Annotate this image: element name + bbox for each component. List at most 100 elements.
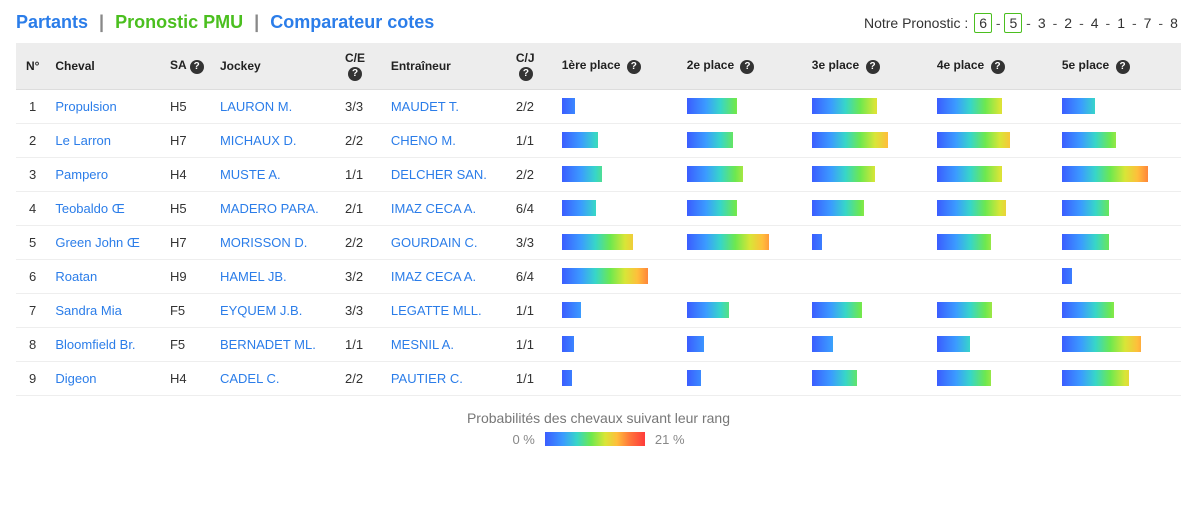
trainer-link[interactable]: IMAZ CECA A. <box>391 269 476 284</box>
help-icon[interactable]: ? <box>1116 60 1130 74</box>
th-place-4[interactable]: 4e place ? <box>931 43 1056 89</box>
jockey-link[interactable]: EYQUEM J.B. <box>220 303 302 318</box>
help-icon[interactable]: ? <box>740 60 754 74</box>
th-ce[interactable]: C/E? <box>339 43 385 89</box>
trainer-link[interactable]: LEGATTE MLL. <box>391 303 482 318</box>
cell-place-1 <box>556 89 681 123</box>
prob-bar <box>687 132 733 148</box>
prob-bar-wrap <box>812 166 925 182</box>
th-sa[interactable]: SA? <box>164 43 214 89</box>
table-row: 4Teobaldo ŒH5MADERO PARA.2/1IMAZ CECA A.… <box>16 191 1181 225</box>
cell-sa: H7 <box>164 225 214 259</box>
prob-bar-wrap <box>562 336 675 352</box>
trainer-link[interactable]: IMAZ CECA A. <box>391 201 476 216</box>
prob-bar-wrap <box>1062 132 1175 148</box>
cell-cheval: Green John Œ <box>49 225 164 259</box>
cell-place-1 <box>556 191 681 225</box>
jockey-link[interactable]: MUSTE A. <box>220 167 281 182</box>
jockey-link[interactable]: MICHAUX D. <box>220 133 297 148</box>
horse-link[interactable]: Digeon <box>55 371 96 386</box>
help-icon[interactable]: ? <box>190 60 204 74</box>
trainer-link[interactable]: DELCHER SAN. <box>391 167 487 182</box>
cell-jockey: CADEL C. <box>214 361 339 395</box>
cell-place-5 <box>1056 225 1181 259</box>
tab-partants[interactable]: Partants <box>16 12 88 32</box>
horse-link[interactable]: Sandra Mia <box>55 303 121 318</box>
cell-sa: H4 <box>164 361 214 395</box>
tab-comparateur[interactable]: Comparateur cotes <box>270 12 434 32</box>
cell-n: 3 <box>16 157 49 191</box>
cell-n: 9 <box>16 361 49 395</box>
legend-gradient-bar <box>545 432 645 446</box>
cell-place-2 <box>681 191 806 225</box>
cell-n: 7 <box>16 293 49 327</box>
cell-ce: 3/3 <box>339 89 385 123</box>
trainer-link[interactable]: CHENO M. <box>391 133 456 148</box>
cell-place-1 <box>556 225 681 259</box>
help-icon[interactable]: ? <box>519 67 533 81</box>
horse-link[interactable]: Roatan <box>55 269 97 284</box>
th-n[interactable]: N° <box>16 43 49 89</box>
jockey-link[interactable]: HAMEL JB. <box>220 269 287 284</box>
jockey-link[interactable]: MORISSON D. <box>220 235 307 250</box>
cell-cj: 1/1 <box>510 293 556 327</box>
th-place-1[interactable]: 1ère place ? <box>556 43 681 89</box>
jockey-link[interactable]: MADERO PARA. <box>220 201 319 216</box>
cell-ce: 1/1 <box>339 157 385 191</box>
cell-place-2 <box>681 157 806 191</box>
tab-pronostic[interactable]: Pronostic PMU <box>115 12 243 32</box>
horse-link[interactable]: Bloomfield Br. <box>55 337 135 352</box>
prob-bar-wrap <box>562 200 675 216</box>
help-icon[interactable]: ? <box>348 67 362 81</box>
cell-place-4 <box>931 327 1056 361</box>
horse-link[interactable]: Teobaldo Œ <box>55 201 124 216</box>
prob-bar <box>812 234 823 250</box>
cell-place-3 <box>806 225 931 259</box>
horse-link[interactable]: Le Larron <box>55 133 111 148</box>
help-icon[interactable]: ? <box>991 60 1005 74</box>
cell-jockey: HAMEL JB. <box>214 259 339 293</box>
prob-bar <box>812 200 865 216</box>
th-entraineur[interactable]: Entraîneur <box>385 43 510 89</box>
cell-cheval: Teobaldo Œ <box>49 191 164 225</box>
th-place-5[interactable]: 5e place ? <box>1056 43 1181 89</box>
help-icon[interactable]: ? <box>866 60 880 74</box>
th-cj[interactable]: C/J? <box>510 43 556 89</box>
th-place-2[interactable]: 2e place ? <box>681 43 806 89</box>
jockey-link[interactable]: LAURON M. <box>220 99 292 114</box>
trainer-link[interactable]: GOURDAIN C. <box>391 235 478 250</box>
prob-bar <box>562 200 597 216</box>
cell-ce: 3/2 <box>339 259 385 293</box>
cell-cheval: Propulsion <box>49 89 164 123</box>
cell-place-3 <box>806 327 931 361</box>
trainer-link[interactable]: PAUTIER C. <box>391 371 463 386</box>
th-place-3[interactable]: 3e place ? <box>806 43 931 89</box>
prob-bar <box>687 98 737 114</box>
cell-jockey: MUSTE A. <box>214 157 339 191</box>
prob-bar <box>812 98 877 114</box>
horse-link[interactable]: Green John Œ <box>55 235 140 250</box>
prob-bar <box>1062 200 1109 216</box>
cell-cj: 6/4 <box>510 259 556 293</box>
th-cheval[interactable]: Cheval <box>49 43 164 89</box>
help-icon[interactable]: ? <box>627 60 641 74</box>
prob-bar <box>687 234 769 250</box>
prob-bar-wrap <box>1062 166 1175 182</box>
table-row: 6RoatanH9HAMEL JB.3/2IMAZ CECA A.6/4 <box>16 259 1181 293</box>
prob-bar-wrap <box>687 268 800 284</box>
pronostic-number: 3 <box>1035 15 1049 31</box>
jockey-link[interactable]: CADEL C. <box>220 371 279 386</box>
horse-link[interactable]: Pampero <box>55 167 108 182</box>
jockey-link[interactable]: BERNADET ML. <box>220 337 316 352</box>
prob-bar <box>562 268 648 284</box>
prob-bar-wrap <box>812 370 925 386</box>
cell-place-1 <box>556 327 681 361</box>
trainer-link[interactable]: MAUDET T. <box>391 99 459 114</box>
th-jockey[interactable]: Jockey <box>214 43 339 89</box>
trainer-link[interactable]: MESNIL A. <box>391 337 454 352</box>
horse-link[interactable]: Propulsion <box>55 99 116 114</box>
prob-bar-wrap <box>562 98 675 114</box>
cell-place-2 <box>681 225 806 259</box>
cell-sa: F5 <box>164 327 214 361</box>
nav-tabs: Partants | Pronostic PMU | Comparateur c… <box>16 12 434 33</box>
